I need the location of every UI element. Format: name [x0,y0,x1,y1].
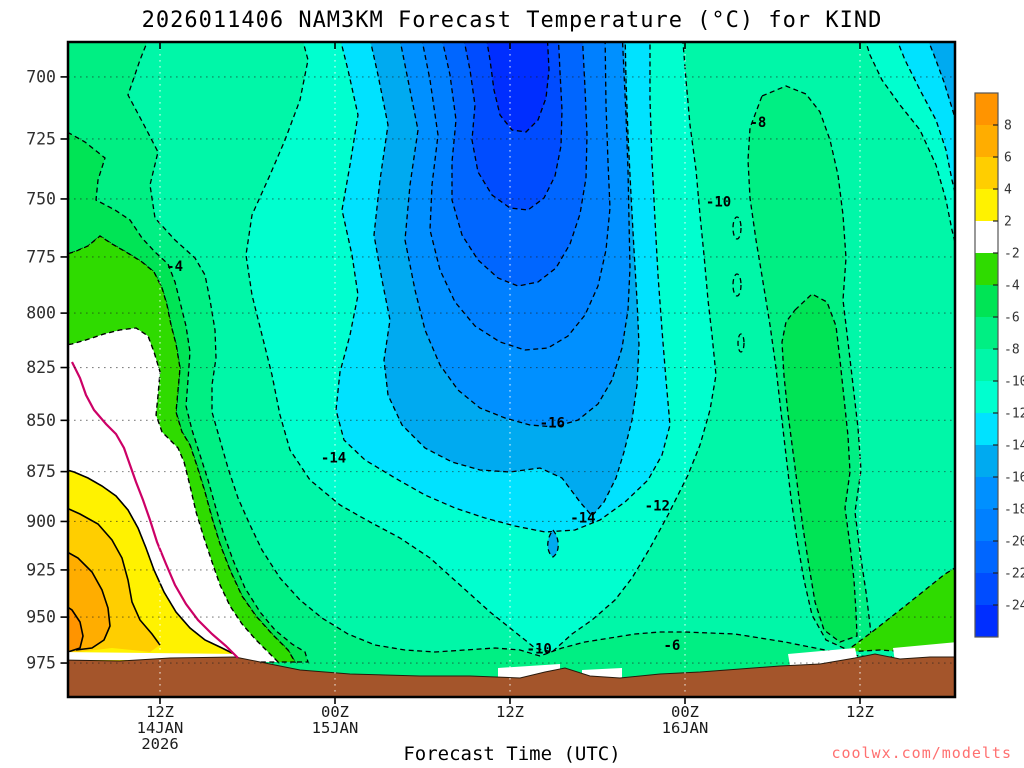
pocket--14-teardrop [547,528,559,558]
contour-6 [68,551,111,651]
y-tick-label: 925 [26,560,56,579]
colorbar-label: -14 [1004,439,1024,454]
colorbar-segment [975,541,998,573]
colorbar-label: 6 [1004,151,1012,166]
colorbar-segment [975,93,998,125]
band-gt8 [68,607,83,652]
contour-label: -16 [540,415,565,431]
contour-label: -12 [645,499,670,515]
y-tick-label: 875 [26,462,56,481]
band--4-bottom-right [842,567,955,656]
colorbar-segment [975,605,998,637]
band--6-right-tongue [781,293,858,643]
colorbar-segment [975,125,998,157]
x-tick-label: 12Z [496,703,524,721]
y-tick-label: 950 [26,608,56,627]
colorbar-segment [975,349,998,381]
terrain-mask [68,653,955,697]
x-axis-time: 12Z 14JAN 2026 00Z 15JAN 12Z 00Z 16JAN 12Z [137,43,874,753]
colorbar-segment [975,381,998,413]
pocket-contour [732,273,742,297]
colorbar-frame [974,92,999,638]
colorbar-segment [975,509,998,541]
colorbar-label: -24 [1004,599,1024,614]
watermark-link[interactable]: coolwx.com/modelts [831,744,1012,762]
x-tick-label: 12Z [846,703,874,721]
colorbar-segment [975,445,998,477]
temperature-bands [68,42,955,697]
colorbar-segment [975,157,998,189]
colorbar-label: -6 [1004,311,1020,326]
y-tick-label: 775 [26,247,56,266]
chart-title: 2026011406 NAM3KM Forecast Temperature (… [141,8,883,33]
plot-frame [66,40,957,699]
x-tick-label: 00Z 15JAN [312,703,359,737]
colorbar: 8 6 4 2 -2 -4 -6 -8 -10 -12 -14 -16 -18 -20 -22 -24 [974,92,1024,638]
zero-isotherm-line [71,361,239,659]
colorbar-label: -10 [1004,375,1024,390]
colorbar-label: -8 [1004,343,1020,358]
pocket-contour [732,216,742,240]
contour-label: -14 [570,511,595,527]
band--14-corner [928,42,955,121]
contour-labels: -4 -8 -10 -16 -14 -14 -12 -10 -6 [166,115,766,658]
contour-2 [68,469,241,663]
contour-label: -10 [706,194,731,210]
band--24-core [486,42,550,133]
y-tick-label: 800 [26,304,56,323]
y-tick-label: 850 [26,411,56,430]
contour-4 [68,507,161,646]
colorbar-label: -16 [1004,471,1024,486]
y-tick-label: 700 [26,67,56,86]
y-tick-label: 975 [26,654,56,673]
y-tick-label: 825 [26,358,56,377]
y-tick-label: 900 [26,512,56,531]
x-axis-title: Forecast Time (UTC) [403,743,621,765]
colorbar-segment [975,253,998,285]
pocket-contour [737,333,745,353]
colorbar-label: -18 [1004,503,1024,518]
colorbar-label: -22 [1004,567,1024,582]
colorbar-label: -4 [1004,279,1020,294]
colorbar-label: -12 [1004,407,1024,422]
y-axis-pressure: 700 725 750 775 800 825 850 875 900 925 950 975 [26,67,68,673]
y-tick-label: 750 [26,189,56,208]
colorbar-segment [975,285,998,317]
y-tick-label: 725 [26,129,56,148]
contour-label: -10 [527,641,552,657]
contour-label: -6 [663,638,680,654]
band--12-corner [897,42,955,196]
colorbar-segment [975,221,998,253]
contour-label: -14 [321,450,346,466]
colorbar-label: 8 [1004,119,1012,134]
colorbar-segment [975,189,998,221]
colorbar-segment [975,413,998,445]
colorbar-label: 2 [1004,215,1012,230]
x-tick-label: 12Z 14JAN 2026 [137,703,184,753]
contour-label: -4 [166,259,183,275]
colorbar-segment [975,477,998,509]
x-tick-label: 00Z 16JAN [662,703,709,737]
contour-label: -8 [749,115,766,131]
grid-lines [68,42,955,697]
colorbar-label: -20 [1004,535,1024,550]
colorbar-label: 4 [1004,183,1012,198]
colorbar-label: -2 [1004,247,1020,262]
colorbar-segment [975,573,998,605]
colorbar-segment [975,317,998,349]
contour-8 [68,606,84,653]
